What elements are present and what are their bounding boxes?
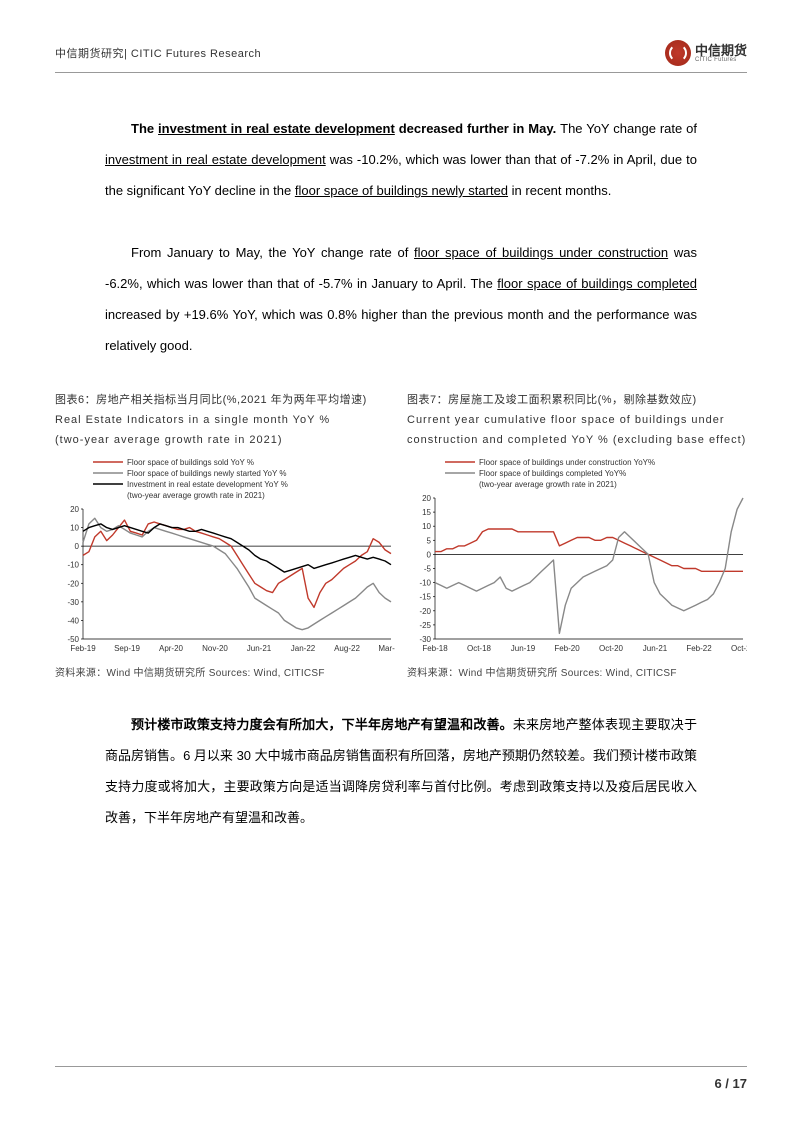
logo-icon	[665, 40, 691, 66]
svg-text:Mar-23: Mar-23	[378, 644, 395, 653]
svg-text:Jan-22: Jan-22	[291, 644, 316, 653]
svg-text:Aug-22: Aug-22	[334, 644, 360, 653]
svg-text:-15: -15	[419, 592, 431, 601]
svg-text:Jun-21: Jun-21	[247, 644, 272, 653]
svg-text:Floor space of buildings newly: Floor space of buildings newly started Y…	[127, 469, 287, 478]
svg-text:Jun-19: Jun-19	[511, 644, 536, 653]
svg-text:Oct-22: Oct-22	[731, 644, 747, 653]
svg-text:Feb-19: Feb-19	[70, 644, 96, 653]
chart6-title-cn: 图表6：房地产相关指标当月同比(%,2021 年为两年平均增速)	[55, 391, 395, 411]
svg-text:-30: -30	[67, 598, 79, 607]
chart7-title-en2: construction and completed YoY % (exclud…	[407, 431, 747, 451]
chart6-title-en2: (two-year average growth rate in 2021)	[55, 431, 395, 451]
logo-text-cn: 中信期货	[695, 44, 747, 57]
svg-text:0: 0	[75, 542, 80, 551]
svg-text:Floor space of buildings sold: Floor space of buildings sold YoY %	[127, 458, 254, 467]
svg-text:Feb-22: Feb-22	[686, 644, 712, 653]
chart-6: 图表6：房地产相关指标当月同比(%,2021 年为两年平均增速) Real Es…	[55, 391, 395, 678]
svg-text:-5: -5	[424, 564, 432, 573]
svg-text:Floor space of buildings under: Floor space of buildings under construct…	[479, 458, 655, 467]
chart-7: 图表7：房屋施工及竣工面积累积同比(%，剔除基数效应) Current year…	[407, 391, 747, 678]
svg-text:-20: -20	[67, 579, 79, 588]
svg-text:10: 10	[70, 523, 79, 532]
svg-text:20: 20	[70, 505, 79, 514]
svg-text:-25: -25	[419, 621, 431, 630]
brand-logo: 中信期货 CITIC Futures	[665, 40, 747, 66]
chart7-plot: Floor space of buildings under construct…	[407, 455, 747, 655]
svg-text:Feb-18: Feb-18	[422, 644, 448, 653]
svg-text:-50: -50	[67, 635, 79, 644]
svg-text:Nov-20: Nov-20	[202, 644, 228, 653]
paragraph-3: 预计楼市政策支持力度会有所加大，下半年房地产有望温和改善。未来房地产整体表现主要…	[105, 709, 697, 834]
chart6-title-en1: Real Estate Indicators in a single month…	[55, 411, 395, 431]
svg-text:Jun-21: Jun-21	[643, 644, 668, 653]
svg-text:(two-year average growth rate: (two-year average growth rate in 2021)	[479, 480, 617, 489]
chart7-title-en1: Current year cumulative floor space of b…	[407, 411, 747, 431]
logo-text-en: CITIC Futures	[695, 57, 747, 63]
svg-text:-10: -10	[67, 560, 79, 569]
chart6-source: 资料来源：Wind 中信期货研究所 Sources: Wind, CITICSF	[55, 664, 395, 679]
header-title: 中信期货研究| CITIC Futures Research	[55, 45, 261, 61]
svg-text:Oct-18: Oct-18	[467, 644, 492, 653]
svg-text:-10: -10	[419, 578, 431, 587]
paragraph-2: From January to May, the YoY change rate…	[105, 237, 697, 362]
svg-text:-40: -40	[67, 616, 79, 625]
chart7-title-cn: 图表7：房屋施工及竣工面积累积同比(%，剔除基数效应)	[407, 391, 747, 411]
page-footer: 6 / 17	[55, 1066, 747, 1093]
svg-text:(two-year average growth rate: (two-year average growth rate in 2021)	[127, 491, 265, 500]
svg-text:-20: -20	[419, 607, 431, 616]
svg-text:Apr-20: Apr-20	[159, 644, 184, 653]
svg-text:Feb-20: Feb-20	[554, 644, 580, 653]
chart6-plot: Floor space of buildings sold YoY % Floor…	[55, 455, 395, 655]
paragraph-1: The investment in real estate developmen…	[105, 113, 697, 207]
svg-text:-30: -30	[419, 635, 431, 644]
svg-text:Oct-20: Oct-20	[599, 644, 624, 653]
svg-text:Floor space of buildings compl: Floor space of buildings completed YoY%	[479, 469, 626, 478]
charts-row: 图表6：房地产相关指标当月同比(%,2021 年为两年平均增速) Real Es…	[55, 391, 747, 678]
page-number: 6 / 17	[714, 1076, 747, 1091]
svg-text:Investment in real estate deve: Investment in real estate development Yo…	[127, 480, 288, 489]
svg-text:0: 0	[427, 550, 432, 559]
chart7-source: 资料来源：Wind 中信期货研究所 Sources: Wind, CITICSF	[407, 664, 747, 679]
svg-text:5: 5	[427, 536, 432, 545]
svg-text:20: 20	[422, 494, 431, 503]
page-header: 中信期货研究| CITIC Futures Research 中信期货 CITI…	[55, 40, 747, 73]
svg-text:10: 10	[422, 522, 431, 531]
svg-text:Sep-19: Sep-19	[114, 644, 140, 653]
svg-text:15: 15	[422, 508, 431, 517]
